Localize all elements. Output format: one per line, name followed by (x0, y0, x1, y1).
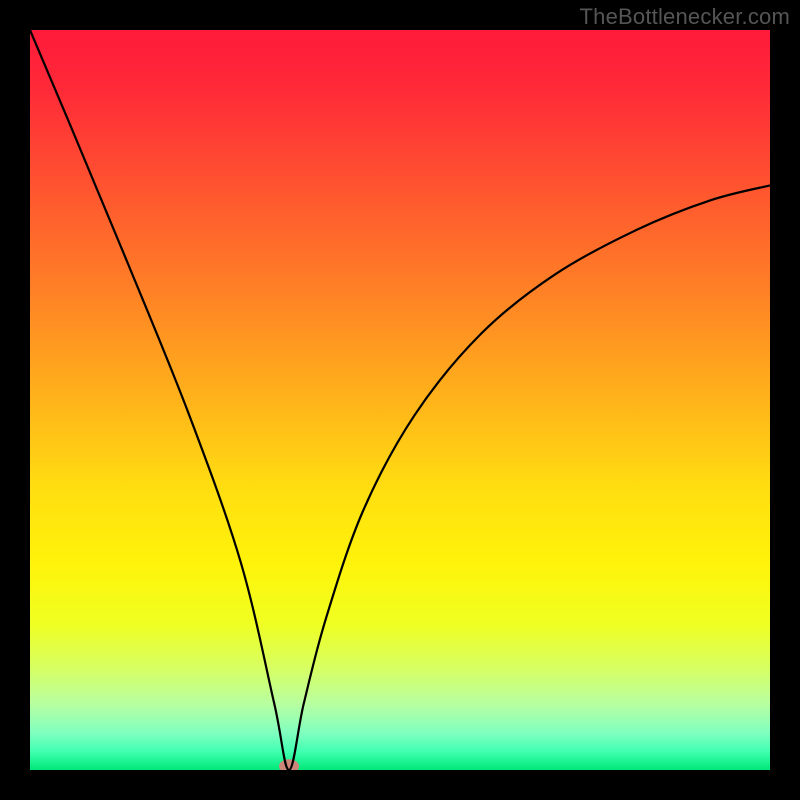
minimum-marker (279, 759, 299, 773)
attribution-text: TheBottlenecker.com (580, 4, 790, 30)
bottleneck-chart (0, 0, 800, 800)
plot-background (30, 30, 770, 770)
